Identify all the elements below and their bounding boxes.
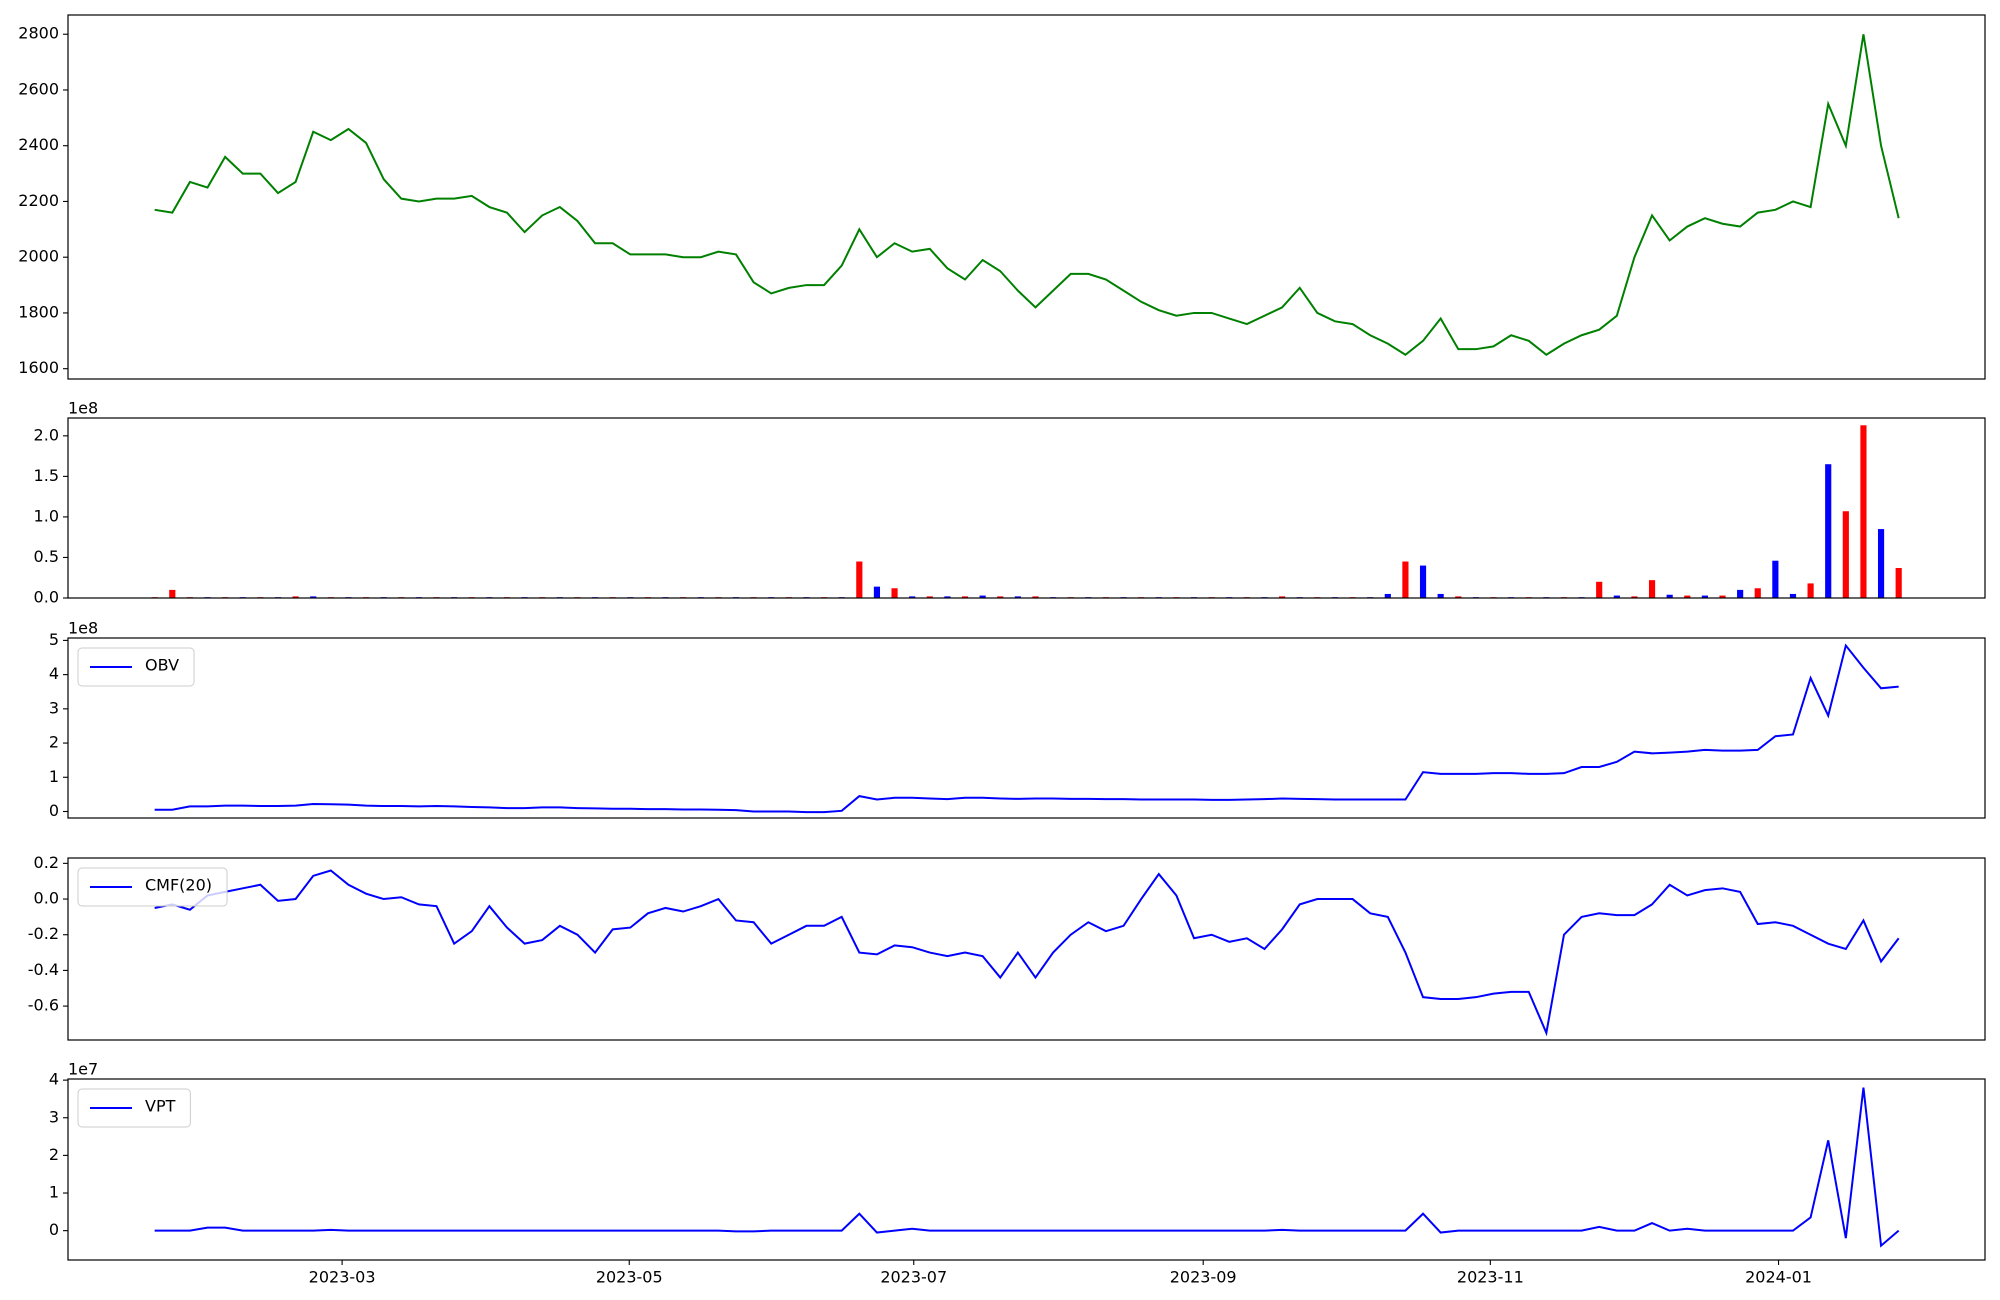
bar <box>1666 594 1673 598</box>
y-tick-label: 5 <box>49 630 59 649</box>
y-tick-label: 1 <box>49 767 59 786</box>
bar <box>1596 581 1603 598</box>
bar <box>1684 595 1691 598</box>
y-tick-label: 1.0 <box>34 506 59 525</box>
y-tick-label: 1600 <box>18 358 59 377</box>
bar <box>1754 588 1761 598</box>
y-tick-label: 2600 <box>18 79 59 98</box>
x-tick-label: 2023-07 <box>880 1268 947 1287</box>
y-tick-label: 2200 <box>18 191 59 210</box>
axes-frame <box>67 857 1986 1041</box>
bar <box>997 596 1004 598</box>
bar <box>926 596 933 598</box>
series-line <box>154 643 1899 814</box>
y-tick-label: 0.0 <box>34 889 59 908</box>
bar <box>1613 595 1620 598</box>
y-tick-label: -0.2 <box>28 924 59 943</box>
y-tick-label: 2400 <box>18 135 59 154</box>
x-tick-label: 2023-05 <box>596 1268 663 1287</box>
y-tick-label: 0.0 <box>34 588 59 607</box>
y-tick-label: 0 <box>49 1220 59 1239</box>
x-tick-label: 2023-09 <box>1170 1268 1237 1287</box>
y-tick-label: -0.6 <box>28 996 59 1015</box>
bar <box>1825 464 1832 598</box>
legend-box <box>77 647 195 687</box>
bar <box>1895 568 1902 598</box>
axes-frame <box>67 417 1986 599</box>
y-tick-label: 2000 <box>18 247 59 266</box>
bar <box>1437 593 1444 598</box>
bar <box>1807 583 1814 598</box>
axis-offset: 1e8 <box>68 399 98 418</box>
legend: CMF(20) <box>77 867 228 907</box>
axes-frame <box>67 637 1986 819</box>
x-tick-label: 2023-11 <box>1457 1268 1524 1287</box>
bar <box>856 561 863 598</box>
bar <box>1402 561 1409 598</box>
bar <box>169 589 176 598</box>
legend-box <box>77 867 228 907</box>
bar <box>1737 589 1744 598</box>
panel: -0.6 -0.4 -0.2 0.0 0.2 CMF(20) <box>28 853 1986 1041</box>
y-tick-label: 1.5 <box>34 466 59 485</box>
bar <box>1631 596 1638 598</box>
bar <box>1384 593 1391 598</box>
bar <box>1419 565 1427 598</box>
bar <box>1701 595 1708 598</box>
bar <box>1772 560 1779 598</box>
y-tick-label: 4 <box>49 1070 59 1089</box>
bar <box>1455 596 1462 598</box>
axis-offset: 1e8 <box>68 619 98 638</box>
y-tick-label: 2800 <box>18 24 59 43</box>
series-line <box>154 869 1900 1037</box>
panel: 0 1 2 3 4 2023-03 2023-05 2023-07 2023-09 2023-11… <box>49 1060 1986 1287</box>
y-tick-label: 0 <box>49 801 59 820</box>
series-line <box>154 34 1900 356</box>
legend-label: CMF(20) <box>145 876 212 895</box>
y-tick-label: 0.5 <box>34 547 59 566</box>
bar <box>891 588 898 598</box>
legend-label: OBV <box>145 656 179 675</box>
series-line <box>154 1087 1900 1248</box>
y-tick-label: -0.4 <box>28 960 59 979</box>
panel: 0.0 0.5 1.0 1.5 2.0 1e8 <box>34 399 1986 607</box>
bar <box>1719 595 1726 598</box>
y-tick-label: 3 <box>49 1107 59 1126</box>
axes-frame <box>67 14 1986 380</box>
bar <box>979 595 986 598</box>
bar <box>1279 596 1286 598</box>
legend-box <box>77 1088 191 1128</box>
axis-offset: 1e7 <box>68 1060 98 1079</box>
x-tick-label: 2024-01 <box>1745 1268 1812 1287</box>
bar <box>292 596 299 598</box>
legend-label: VPT <box>145 1097 176 1116</box>
bar <box>1860 425 1867 598</box>
legend: VPT <box>77 1088 191 1128</box>
panel: 1600 1800 2000 2200 2400 2600 2800 <box>18 14 1986 380</box>
y-tick-label: 3 <box>49 698 59 717</box>
bar <box>1842 511 1849 598</box>
y-tick-label: 2 <box>49 1145 59 1164</box>
legend: OBV <box>77 647 195 687</box>
bar <box>1014 596 1021 598</box>
bar <box>909 596 916 598</box>
bar <box>310 596 317 598</box>
x-tick-label: 2023-03 <box>309 1268 376 1287</box>
panel: 0 1 2 3 4 5 1e8 OBV <box>49 619 1986 820</box>
axes-frame <box>67 1078 1986 1261</box>
y-tick-label: 0.2 <box>34 853 59 872</box>
bar <box>944 596 951 598</box>
bar <box>1789 593 1797 598</box>
bar <box>1032 596 1039 598</box>
y-tick-label: 2.0 <box>34 425 59 444</box>
bar <box>1648 580 1656 598</box>
y-tick-label: 4 <box>49 664 59 683</box>
y-tick-label: 1800 <box>18 302 59 321</box>
bar <box>1877 529 1885 598</box>
y-tick-label: 1 <box>49 1183 59 1202</box>
y-tick-label: 2 <box>49 733 59 752</box>
bar <box>873 586 881 598</box>
bar <box>961 596 969 598</box>
